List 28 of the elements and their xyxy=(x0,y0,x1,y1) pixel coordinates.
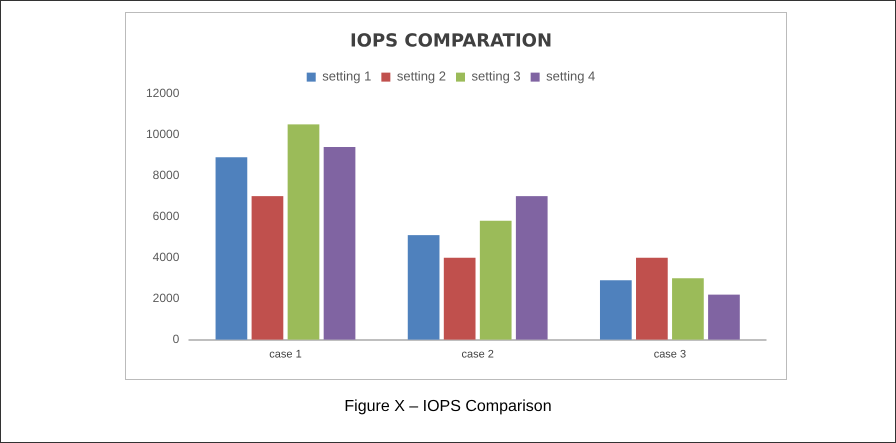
bar xyxy=(408,235,440,340)
y-tick-label: 4000 xyxy=(152,250,180,264)
bar xyxy=(216,157,248,340)
chart-title: IOPS COMPARATION xyxy=(350,30,552,52)
text: Figure X – IOPS Comparison xyxy=(343,398,553,416)
legend-label: setting 4 xyxy=(546,68,596,84)
bar xyxy=(636,258,668,340)
bar xyxy=(480,220,512,340)
y-tick-label: 6000 xyxy=(152,209,180,224)
bar xyxy=(708,294,740,340)
y-tick-label: 10000 xyxy=(146,126,180,141)
bar xyxy=(252,196,284,340)
bar xyxy=(324,146,356,340)
x-tick-label: case 2 xyxy=(461,348,494,360)
y-tick-label: 2000 xyxy=(152,291,180,306)
x-tick-label: case 3 xyxy=(654,348,686,360)
legend-label: setting 1 xyxy=(322,68,372,84)
bar xyxy=(672,278,704,340)
bar xyxy=(444,258,476,340)
bar xyxy=(516,196,548,340)
legend-label: setting 3 xyxy=(472,68,521,84)
y-tick-label: 0 xyxy=(172,332,180,346)
legend-label: setting 2 xyxy=(396,68,446,84)
bar xyxy=(600,280,632,340)
bar xyxy=(288,124,320,340)
y-tick-label: 8000 xyxy=(152,168,180,182)
y-tick-label: 12000 xyxy=(146,86,180,100)
x-tick-label: case 1 xyxy=(269,348,302,360)
